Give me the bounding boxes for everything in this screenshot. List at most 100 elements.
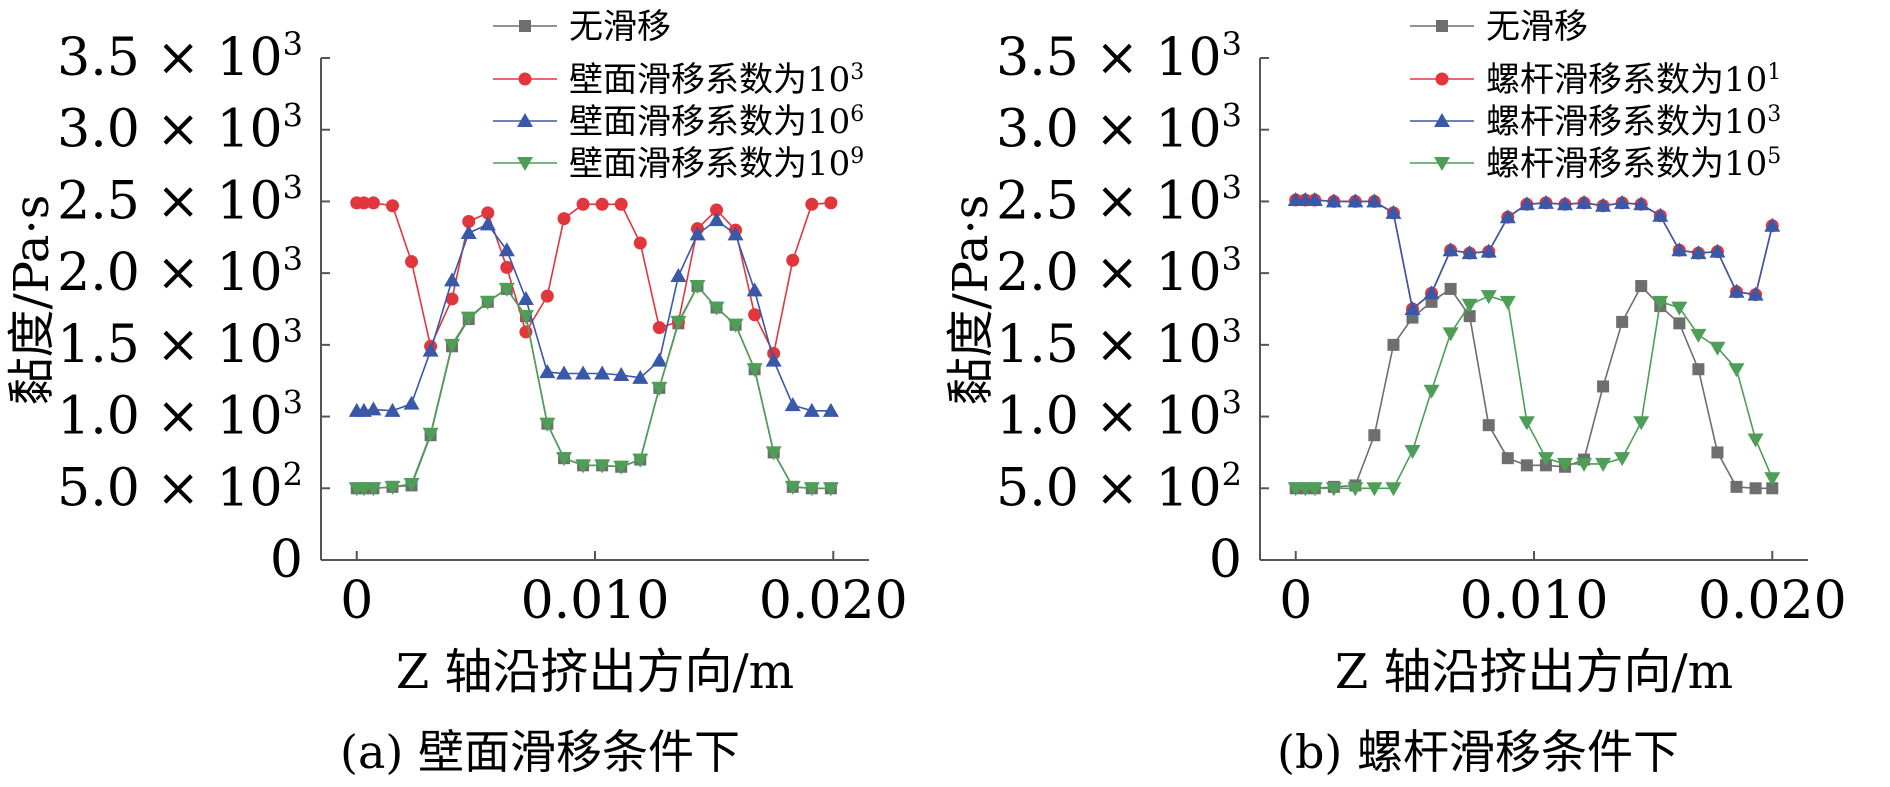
x-tick-label: 0 (340, 571, 373, 631)
data-point (1671, 301, 1688, 316)
series-4 (1287, 290, 1781, 497)
panel-b-caption: (b) 螺杆滑移条件下 (1277, 725, 1679, 779)
data-point (1423, 384, 1440, 399)
data-point (1616, 315, 1629, 328)
series-3 (348, 212, 839, 417)
legend-label: 无滑移 (569, 7, 671, 47)
data-point (519, 20, 531, 32)
data-point (708, 212, 725, 227)
data-point (357, 196, 371, 210)
data-point (365, 482, 382, 497)
data-point (1595, 197, 1612, 212)
legend-entry-4: 壁面滑移系数为109 (493, 144, 864, 184)
data-point (727, 226, 744, 241)
y-axis-title: 黏度/Pa·s (943, 195, 999, 406)
data-point (1442, 242, 1459, 257)
data-point (670, 315, 687, 330)
data-point (403, 395, 420, 410)
data-point (384, 402, 401, 417)
data-point (540, 289, 554, 303)
data-point (1709, 341, 1726, 356)
data-point (1671, 242, 1688, 257)
x-tick-label: 0 (1279, 571, 1312, 631)
data-point (1442, 327, 1459, 342)
data-point (444, 338, 461, 353)
data-point (822, 402, 839, 417)
data-point (748, 308, 762, 322)
data-point (479, 216, 496, 231)
data-point (710, 203, 724, 217)
data-point (1730, 480, 1743, 493)
data-point (803, 482, 820, 497)
legend-label: 壁面滑移系数为103 (569, 60, 864, 100)
data-point (1633, 416, 1650, 431)
data-point (1576, 194, 1593, 209)
data-point (824, 196, 838, 210)
data-point (1673, 317, 1686, 330)
y-tick-label: 2.5 × 103 (996, 168, 1242, 231)
y-tick-label: 3.5 × 103 (996, 25, 1242, 88)
data-point (1556, 457, 1573, 472)
panel-a: (a) 壁面滑移条件下 0 5.0 × 102 1.0 × 103 1.5 × 103… (4, 7, 908, 779)
data-point (1766, 482, 1779, 495)
data-point (1385, 204, 1402, 219)
data-point (614, 197, 628, 211)
data-point (403, 477, 420, 492)
data-point (613, 366, 630, 381)
y-tick-label: 1.0 × 103 (996, 384, 1242, 447)
data-point (822, 482, 839, 497)
x-tick-label: 0.010 (1460, 571, 1609, 631)
data-point (1595, 457, 1612, 472)
y-tick-label: 5.0 × 102 (996, 455, 1242, 518)
data-point (1306, 191, 1323, 206)
data-point (1614, 452, 1631, 467)
data-point (613, 460, 630, 475)
data-point (1537, 194, 1554, 209)
data-point (784, 397, 801, 412)
x-axis-title: Z 轴沿挤出方向/m (396, 644, 794, 700)
series-2 (1289, 193, 1779, 316)
data-point (1463, 310, 1476, 323)
data-point (1499, 295, 1516, 310)
data-point (518, 72, 532, 86)
data-point (1652, 207, 1669, 222)
data-point (786, 253, 800, 267)
x-tick-label: 0.020 (759, 571, 908, 631)
data-point (1480, 290, 1497, 305)
data-point (689, 280, 706, 295)
data-point (1368, 429, 1381, 442)
x-tick-label: 0.010 (521, 571, 670, 631)
data-point (784, 480, 801, 495)
data-point (1690, 245, 1707, 260)
data-point (670, 268, 687, 283)
data-point (481, 206, 495, 220)
y-tick-label: 2.5 × 103 (57, 168, 303, 231)
data-point (498, 282, 515, 297)
legend-label: 螺杆滑移系数为101 (1486, 60, 1781, 100)
data-point (633, 236, 647, 250)
x-axis-title: Z 轴沿挤出方向/m (1335, 644, 1733, 700)
data-point (632, 453, 649, 468)
data-point (462, 215, 476, 229)
data-point (575, 365, 592, 380)
data-point (746, 282, 763, 297)
panel-b: (b) 螺杆滑移条件下 0 5.0 × 102 1.0 × 103 1.5 × 103… (943, 7, 1847, 779)
data-point (1461, 298, 1478, 313)
data-point (1325, 482, 1342, 497)
data-point (727, 318, 744, 333)
data-point (1385, 482, 1402, 497)
data-point (1633, 196, 1650, 211)
legend-label: 螺杆滑移系数为105 (1486, 144, 1781, 184)
data-point (1444, 282, 1457, 295)
data-point (1434, 157, 1450, 171)
data-point (1499, 209, 1516, 224)
data-point (405, 255, 419, 269)
data-point (1597, 380, 1610, 393)
data-point (1366, 482, 1383, 497)
x-tick-label: 0.020 (1698, 571, 1847, 631)
data-point (651, 352, 668, 367)
data-point (575, 459, 592, 474)
data-point (556, 365, 573, 380)
data-point (595, 197, 609, 211)
